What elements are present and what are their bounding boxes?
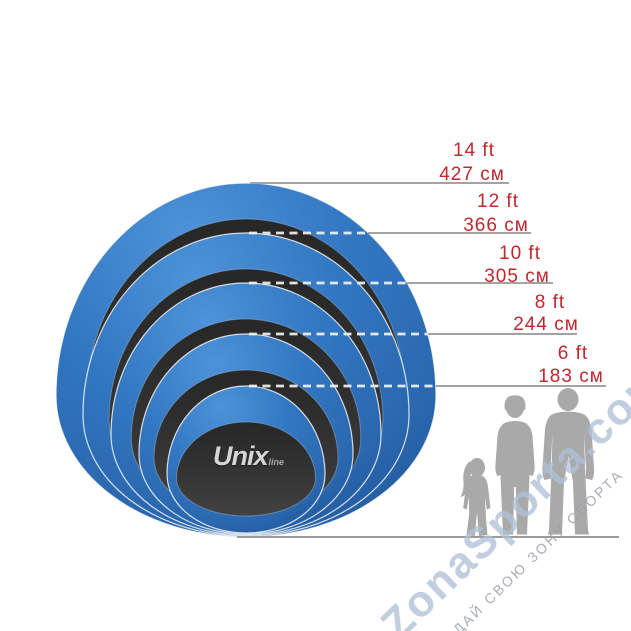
trampoline-mat-6ft [175,421,317,517]
measure-lines [237,182,619,538]
size-label-feet-10ft: 10 ft [499,243,541,264]
size-label-feet-6ft: 6 ft [557,343,589,364]
person-woman-silhouette [495,395,535,535]
scale-figures [460,388,595,536]
person-child-silhouette [460,458,491,536]
nested-trampolines [55,182,437,538]
size-label-cm-14ft: 427 см [439,164,505,185]
size-label-cm-8ft: 244 см [513,314,579,335]
person-man-silhouette [542,388,595,535]
size-label-feet-8ft: 8 ft [534,292,566,313]
brand-logo-sub: line [268,457,285,467]
size-label-cm-12ft: 366 см [463,215,529,236]
brand-logo-main: Unix [213,441,269,471]
size-label-feet-12ft: 12 ft [477,191,519,212]
brand-logo: Unixline [213,441,284,472]
size-label-cm-10ft: 305 см [484,266,550,287]
size-label-feet-14ft: 14 ft [453,140,495,161]
size-label-cm-6ft: 183 см [538,366,604,387]
